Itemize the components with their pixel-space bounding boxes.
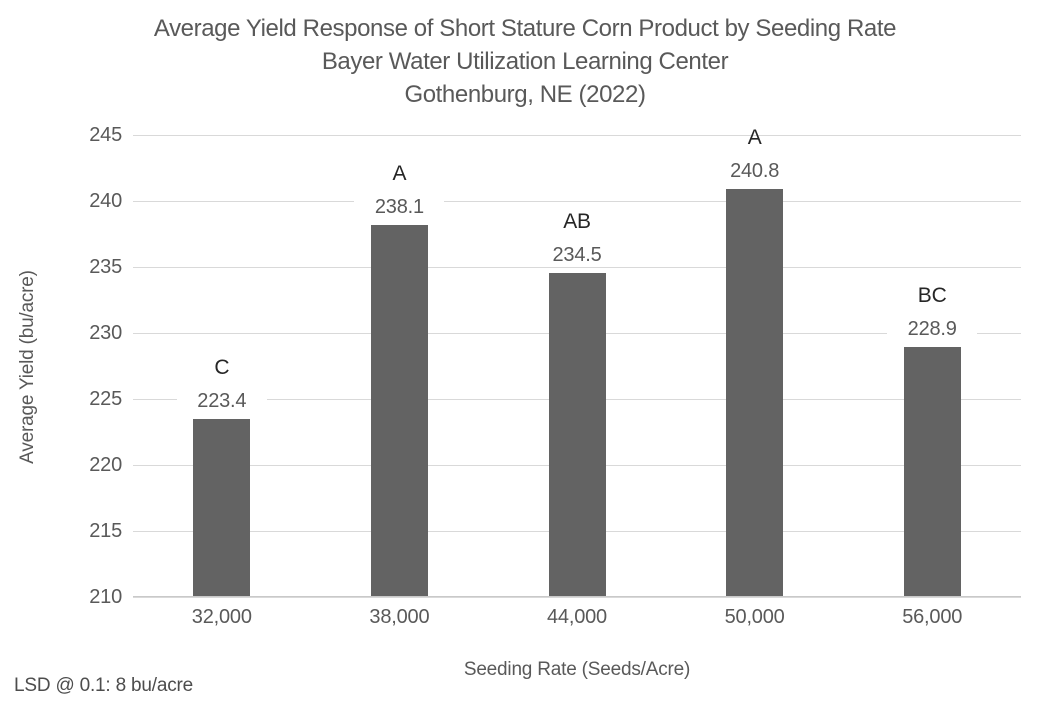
y-tick-label-245: 245 — [89, 124, 122, 146]
y-tick-label-230: 230 — [89, 322, 122, 344]
bar-44000 — [548, 272, 606, 596]
significance-letter-label: AB — [563, 209, 591, 233]
y-tick-label-240: 240 — [89, 190, 122, 212]
bar-value-label: 240.8 — [709, 160, 800, 183]
y-tick-label-210: 210 — [89, 586, 122, 608]
gridline-235 — [133, 266, 1021, 268]
bar-56000 — [903, 346, 961, 596]
bar-value-label: 238.1 — [354, 196, 445, 219]
bar-32000 — [193, 419, 251, 596]
y-tick-label-215: 215 — [89, 520, 122, 542]
significance-letter-label: A — [392, 162, 407, 186]
gridline-240 — [133, 200, 1021, 202]
x-tick-label-56000: 56,000 — [902, 606, 963, 628]
x-tick-label-44000: 44,000 — [547, 606, 607, 628]
bar-50000 — [726, 189, 784, 596]
chart-title-line-3: Gothenburg, NE (2022) — [404, 81, 646, 108]
lsd-footnote: LSD @ 0.1: 8 bu/acre — [14, 675, 193, 696]
gridline-210 — [133, 596, 1021, 598]
x-tick-label-32000: 32,000 — [191, 606, 252, 628]
significance-letter-label: C — [214, 356, 230, 380]
significance-letter-label: BC — [917, 283, 947, 307]
y-tick-label-220: 220 — [89, 454, 122, 476]
significance-letter-label: A — [747, 126, 762, 150]
x-axis-line — [133, 596, 1021, 597]
y-axis-title: Average Yield (bu/acre) — [17, 270, 38, 464]
x-axis-title: Seeding Rate (Seeds/Acre) — [463, 659, 691, 680]
x-tick-label-50000: 50,000 — [724, 606, 785, 628]
gridline-245 — [133, 134, 1021, 136]
y-tick-label-235: 235 — [89, 256, 122, 278]
plot-area: 223.4 C 238.1 A 234.5 AB 240.8 A 228.9 BC — [133, 126, 1021, 598]
bar-value-label: 228.9 — [887, 317, 978, 340]
chart-title-line-2: Bayer Water Utilization Learning Center — [321, 48, 729, 75]
chart-title-line-1: Average Yield Response of Short Stature … — [153, 15, 897, 42]
bar-38000 — [370, 225, 428, 596]
x-tick-label-38000: 38,000 — [369, 606, 430, 628]
bar-value-label: 234.5 — [532, 243, 622, 266]
bar-value-label: 223.4 — [176, 390, 267, 413]
chart-title-block: Average Yield Response of Short Stature … — [0, 12, 1050, 111]
y-tick-label-225: 225 — [89, 388, 122, 410]
